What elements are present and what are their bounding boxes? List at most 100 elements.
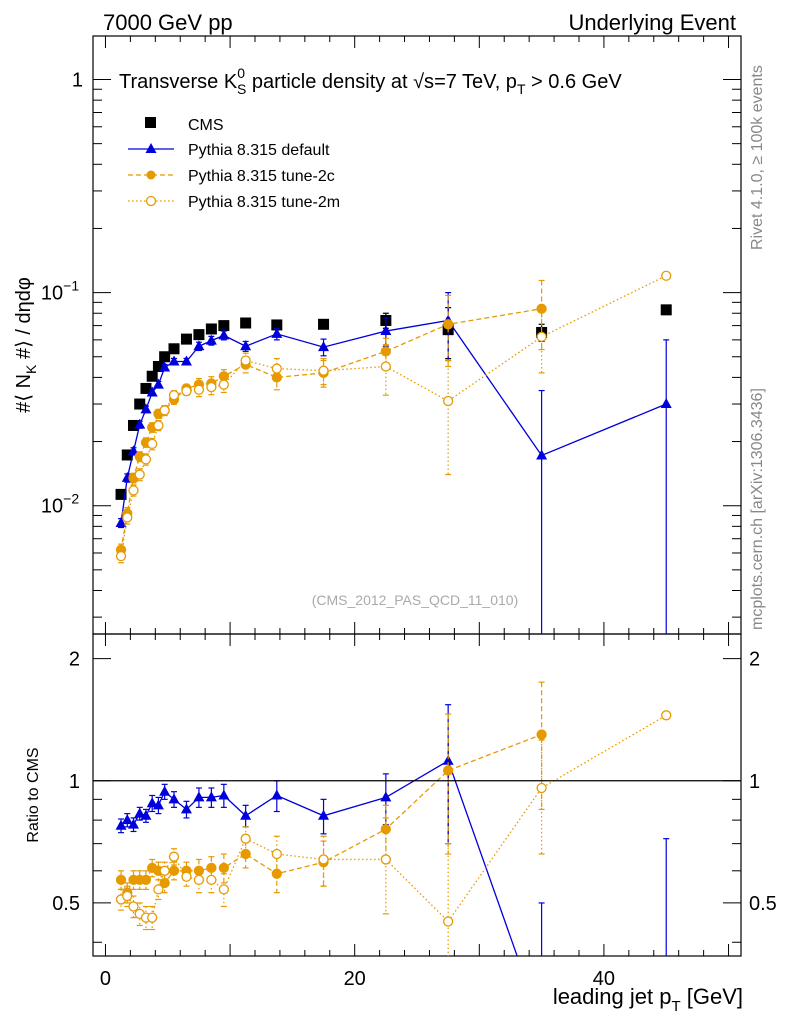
data-point-cms	[159, 351, 171, 363]
ratio-point-tune2m	[240, 833, 251, 844]
ratio-tick-label-right: 0.5	[749, 893, 777, 915]
data-point-tune2m	[122, 512, 133, 523]
ratio-point-default	[271, 789, 283, 800]
data-point-tune2m	[271, 363, 282, 374]
data-point-tune2m	[140, 454, 152, 465]
data-point-tune2m	[181, 385, 192, 397]
y-tick-label: 10−1	[41, 278, 79, 305]
ratio-line-tune2m	[120, 714, 667, 923]
data-point-default	[660, 398, 672, 409]
ratio-point-default	[240, 809, 252, 820]
ratio-point-tune2m	[168, 851, 180, 862]
data-point-tune2c	[443, 319, 454, 330]
data-point-default	[205, 334, 217, 345]
x-tick-label: 0	[100, 968, 111, 990]
x-axis-label: leading jet pT [GeV]	[553, 984, 743, 1015]
data-point-default	[318, 341, 330, 352]
data-point-cms	[180, 333, 192, 345]
data-point-tune2m	[218, 379, 229, 390]
ratio-point-tune2m	[536, 782, 547, 794]
data-point-tune2m	[134, 469, 145, 480]
ratio-point-tune2m	[218, 884, 229, 895]
data-point-tune2m	[159, 405, 170, 416]
ratio-point-tune2m	[122, 890, 133, 902]
ratio-point-default	[152, 799, 164, 810]
data-point-default	[134, 418, 146, 429]
y-axis-label: #⟨ NK #⟩ / dηdφ	[13, 277, 39, 413]
data-point-tune2m	[443, 395, 454, 407]
ratio-series-marks	[115, 681, 672, 956]
data-point-cms	[121, 449, 133, 461]
header-right: Underlying Event	[568, 10, 736, 35]
ratio-point-tune2m	[193, 874, 205, 885]
ratio-point-tune2c	[168, 865, 180, 876]
data-point-cms	[205, 323, 217, 335]
data-point-default	[240, 340, 252, 351]
header-left: 7000 GeV pp	[103, 10, 233, 35]
ratio-point-tune2m	[147, 912, 158, 923]
y-tick-label: 10−2	[41, 491, 79, 518]
legend: CMS Pythia 8.315 default Pythia 8.315 tu…	[128, 117, 340, 211]
data-point-tune2m	[168, 390, 180, 401]
data-point-tune2m	[115, 550, 127, 562]
data-point-tune2m	[380, 361, 391, 372]
y-tick-exponent: −2	[63, 491, 79, 507]
data-point-tune2m	[147, 438, 158, 450]
ratio-point-tune2m	[159, 865, 170, 876]
data-point-tune2m	[206, 382, 217, 393]
ratio-point-tune2m	[380, 854, 391, 865]
data-point-tune2m	[536, 331, 547, 342]
ratio-tick-label: 2	[69, 649, 80, 671]
data-point-tune2m	[318, 365, 329, 376]
ratio-point-default	[180, 803, 192, 814]
ratio-point-default	[128, 818, 139, 829]
legend-marker-tune2m	[145, 195, 157, 207]
ratio-point-default	[380, 791, 392, 802]
data-point-cms	[128, 419, 139, 431]
ratio-point-default	[140, 809, 152, 820]
data-point-tune2m	[193, 384, 205, 395]
x-tick-label: 20	[344, 968, 366, 990]
data-point-default	[536, 449, 548, 460]
x-tick-label: 40	[593, 968, 615, 990]
ratio-point-default	[146, 797, 158, 808]
ratio-point-tune2c	[443, 765, 454, 776]
ratio-point-tune2m	[153, 884, 164, 895]
ratio-axis-label: Ratio to CMS	[25, 747, 42, 842]
ratio-tick-label: 0.5	[52, 893, 80, 915]
data-point-tune2m	[240, 355, 251, 366]
data-point-cms	[134, 398, 146, 410]
y-tick-exponent: −1	[63, 278, 79, 294]
data-point-cms	[152, 361, 164, 373]
legend-label-default: Pythia 8.315 default	[188, 142, 330, 159]
data-point-cms	[271, 319, 283, 331]
ratio-point-default	[193, 791, 205, 802]
data-point-default	[380, 325, 392, 336]
data-point-tune2m	[661, 270, 672, 281]
data-point-default	[115, 516, 127, 527]
ratio-tick-label-right: 2	[749, 649, 760, 671]
data-point-cms	[140, 382, 152, 394]
legend-label-tune2m: Pythia 8.315 tune-2m	[188, 194, 340, 211]
data-point-tune2c	[380, 346, 391, 357]
ratio-point-tune2c	[115, 874, 127, 885]
data-point-default	[193, 340, 205, 351]
data-point-default	[168, 355, 180, 366]
chart-title: Transverse K0 S particle density at √s=7 …	[119, 65, 622, 97]
data-point-cms	[660, 304, 672, 316]
data-point-default	[140, 403, 152, 414]
legend-marker-default	[145, 143, 157, 153]
ratio-point-default	[159, 785, 171, 796]
data-point-default	[146, 386, 158, 397]
data-point-tune2c	[218, 371, 229, 382]
legend-label-cms: CMS	[188, 117, 224, 134]
data-point-default	[152, 378, 164, 389]
ratio-point-tune2c	[218, 862, 229, 874]
data-point-cms	[318, 318, 330, 330]
data-point-default	[271, 327, 283, 338]
main-series-marks	[115, 270, 672, 634]
data-point-cms	[240, 317, 252, 329]
legend-marker-cms	[145, 117, 156, 128]
ratio-point-tune2m	[661, 710, 672, 721]
ratio-point-tune2m	[128, 901, 139, 912]
